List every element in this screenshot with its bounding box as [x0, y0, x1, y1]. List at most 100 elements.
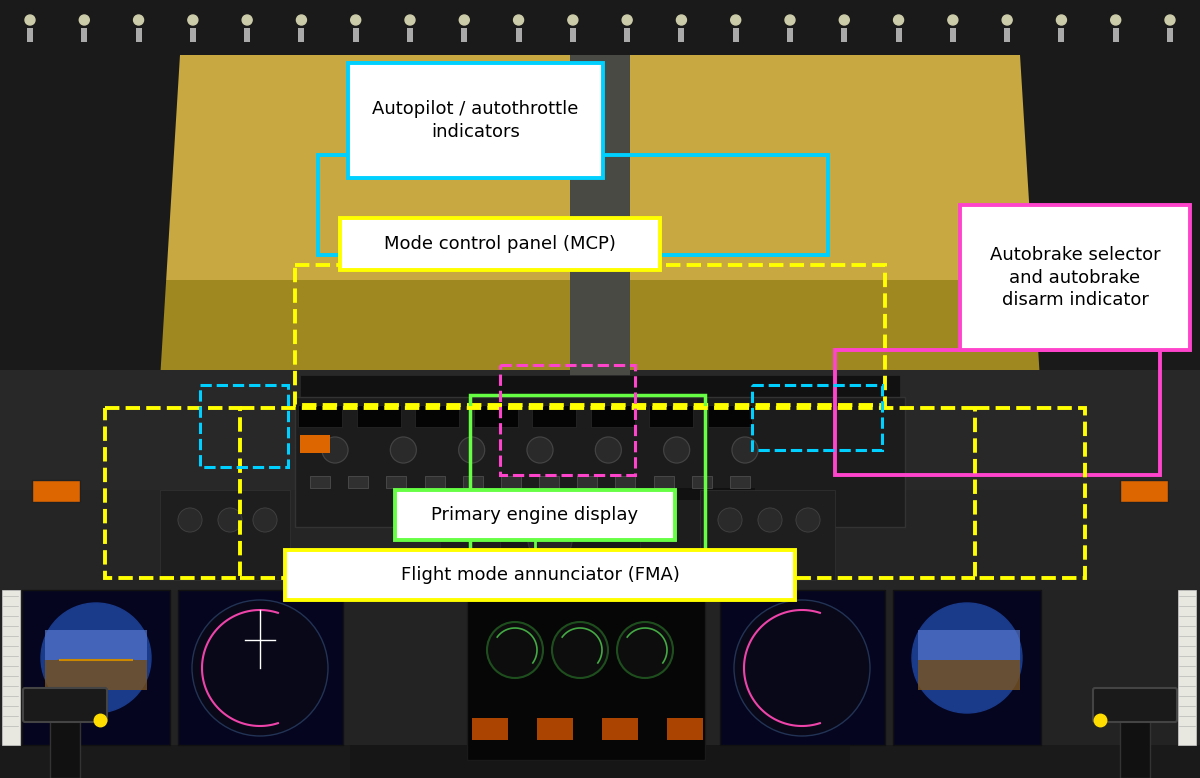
FancyBboxPatch shape [0, 0, 1200, 55]
FancyBboxPatch shape [590, 405, 635, 427]
FancyBboxPatch shape [244, 28, 250, 42]
Polygon shape [0, 280, 1200, 380]
Polygon shape [0, 55, 180, 380]
FancyBboxPatch shape [0, 490, 1200, 590]
FancyBboxPatch shape [960, 205, 1190, 350]
FancyBboxPatch shape [895, 28, 901, 42]
FancyBboxPatch shape [1112, 28, 1118, 42]
FancyBboxPatch shape [1178, 590, 1196, 745]
Circle shape [652, 522, 664, 534]
FancyBboxPatch shape [893, 590, 1042, 745]
FancyBboxPatch shape [295, 397, 905, 527]
FancyBboxPatch shape [28, 28, 34, 42]
FancyBboxPatch shape [0, 370, 1200, 490]
Circle shape [839, 15, 850, 25]
Text: Autopilot / autothrottle
indicators: Autopilot / autothrottle indicators [372, 100, 578, 141]
Circle shape [616, 522, 628, 534]
Circle shape [568, 15, 578, 25]
Circle shape [192, 600, 328, 736]
FancyBboxPatch shape [500, 476, 521, 488]
FancyBboxPatch shape [539, 476, 559, 488]
FancyBboxPatch shape [22, 590, 170, 745]
Circle shape [1002, 15, 1012, 25]
FancyBboxPatch shape [1093, 688, 1177, 722]
FancyBboxPatch shape [538, 718, 574, 740]
FancyBboxPatch shape [720, 590, 886, 745]
Circle shape [178, 508, 202, 532]
FancyBboxPatch shape [649, 405, 694, 427]
FancyBboxPatch shape [46, 630, 148, 660]
Circle shape [785, 15, 796, 25]
Polygon shape [1020, 55, 1200, 380]
FancyBboxPatch shape [286, 550, 796, 600]
FancyBboxPatch shape [516, 28, 522, 42]
Circle shape [1056, 15, 1067, 25]
Circle shape [731, 15, 740, 25]
FancyBboxPatch shape [692, 476, 712, 488]
FancyBboxPatch shape [2, 590, 20, 745]
FancyBboxPatch shape [299, 28, 305, 42]
FancyBboxPatch shape [1058, 28, 1064, 42]
Circle shape [1111, 15, 1121, 25]
FancyBboxPatch shape [0, 490, 1200, 778]
Circle shape [218, 508, 242, 532]
FancyBboxPatch shape [23, 688, 107, 722]
FancyBboxPatch shape [918, 660, 1020, 690]
FancyBboxPatch shape [533, 405, 576, 427]
FancyBboxPatch shape [624, 28, 630, 42]
FancyBboxPatch shape [1004, 28, 1010, 42]
Circle shape [948, 15, 958, 25]
FancyBboxPatch shape [950, 28, 956, 42]
Circle shape [617, 622, 673, 678]
Circle shape [322, 437, 348, 463]
FancyBboxPatch shape [340, 218, 660, 270]
FancyBboxPatch shape [472, 718, 508, 740]
FancyBboxPatch shape [461, 28, 467, 42]
FancyBboxPatch shape [570, 28, 576, 42]
FancyBboxPatch shape [300, 435, 330, 453]
FancyBboxPatch shape [440, 490, 755, 585]
Circle shape [406, 15, 415, 25]
FancyBboxPatch shape [570, 55, 630, 385]
Circle shape [552, 622, 608, 678]
Circle shape [79, 15, 89, 25]
FancyBboxPatch shape [82, 28, 88, 42]
FancyBboxPatch shape [32, 480, 80, 502]
FancyBboxPatch shape [733, 28, 739, 42]
FancyBboxPatch shape [178, 590, 343, 745]
Polygon shape [0, 55, 1200, 380]
FancyBboxPatch shape [1120, 480, 1168, 502]
FancyBboxPatch shape [1120, 710, 1150, 778]
FancyBboxPatch shape [50, 710, 80, 778]
Circle shape [487, 622, 542, 678]
FancyBboxPatch shape [700, 490, 835, 580]
Circle shape [912, 603, 1022, 713]
Circle shape [242, 15, 252, 25]
Circle shape [25, 15, 35, 25]
FancyBboxPatch shape [918, 630, 1020, 660]
FancyBboxPatch shape [654, 476, 673, 488]
Circle shape [734, 600, 870, 736]
FancyBboxPatch shape [425, 476, 444, 488]
Circle shape [677, 15, 686, 25]
Circle shape [894, 15, 904, 25]
FancyBboxPatch shape [485, 595, 586, 655]
Circle shape [133, 15, 144, 25]
FancyBboxPatch shape [1166, 28, 1174, 42]
Text: Autobrake selector
and autobrake
disarm indicator: Autobrake selector and autobrake disarm … [990, 247, 1160, 309]
Circle shape [732, 437, 758, 463]
Circle shape [296, 15, 306, 25]
Circle shape [41, 603, 151, 713]
FancyBboxPatch shape [415, 405, 460, 427]
FancyBboxPatch shape [190, 28, 196, 42]
FancyBboxPatch shape [348, 476, 368, 488]
FancyBboxPatch shape [160, 490, 290, 580]
Circle shape [758, 508, 782, 532]
FancyBboxPatch shape [678, 28, 684, 42]
FancyBboxPatch shape [577, 476, 598, 488]
FancyBboxPatch shape [386, 476, 407, 488]
Circle shape [528, 518, 572, 562]
FancyBboxPatch shape [436, 488, 755, 500]
Circle shape [527, 437, 553, 463]
FancyBboxPatch shape [667, 718, 703, 740]
